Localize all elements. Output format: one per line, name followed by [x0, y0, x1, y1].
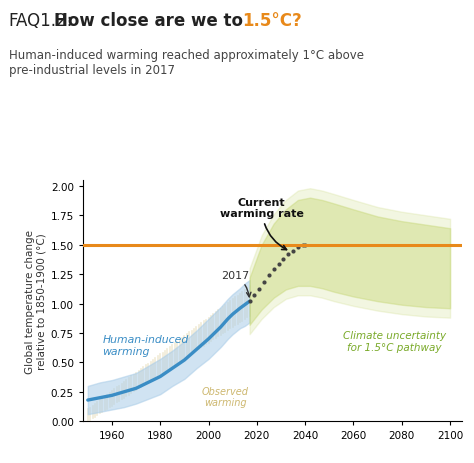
- Text: Climate uncertainty
for 1.5°C pathway: Climate uncertainty for 1.5°C pathway: [343, 331, 446, 352]
- Text: How close are we to: How close are we to: [54, 12, 248, 30]
- Text: Human-induced
warming: Human-induced warming: [102, 334, 189, 356]
- Text: Observed
warming: Observed warming: [202, 386, 249, 407]
- Text: 1.5°C?: 1.5°C?: [242, 12, 302, 30]
- Text: FAQ1.2:: FAQ1.2:: [9, 12, 73, 30]
- Text: Current
warming rate: Current warming rate: [220, 197, 304, 250]
- Text: Human-induced warming reached approximately 1°C above
pre-industrial levels in 2: Human-induced warming reached approximat…: [9, 49, 364, 76]
- Y-axis label: Global temperature change
relative to 1850-1900 (°C): Global temperature change relative to 18…: [25, 229, 46, 373]
- Text: 2017: 2017: [221, 270, 251, 297]
